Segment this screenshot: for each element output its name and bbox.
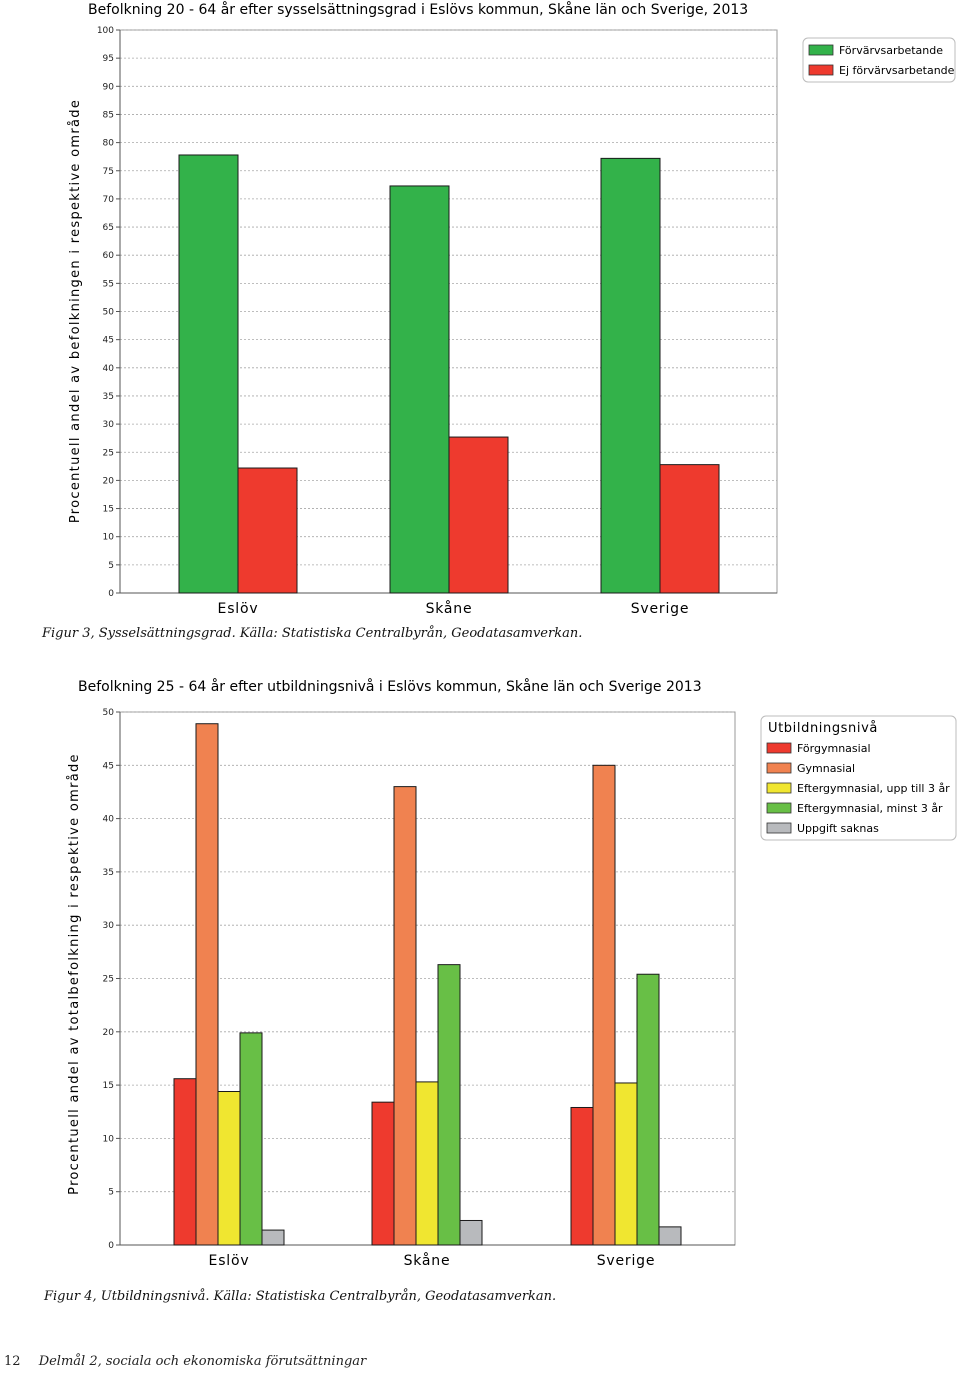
chart2-bar-skane-forgymnasial bbox=[371, 1101, 395, 1246]
chart1-y-axis-label: Procentuell andel av befolkningen i resp… bbox=[68, 99, 83, 523]
chart1-y-tick-label: 40 bbox=[103, 364, 115, 374]
chart2-legend-label-uppgift-saknas: Uppgift saknas bbox=[797, 822, 879, 835]
chart2-bar-sverige-forgymnasial bbox=[570, 1106, 594, 1246]
page-footer: 12 Delmål 2, sociala och ekonomiska föru… bbox=[4, 1354, 366, 1369]
chart1-y-tick-label: 95 bbox=[103, 54, 114, 64]
chart1-x-tick-label-eslov: Eslöv bbox=[218, 601, 259, 617]
chart1-y-tick-label: 80 bbox=[103, 139, 115, 149]
chart2-bar-skane-eftergymnasial-minst-3-ar bbox=[437, 964, 461, 1246]
chart1-y-tick-label: 45 bbox=[103, 336, 114, 346]
chart2-legend-box bbox=[760, 715, 957, 841]
chart2-y-axis-label: Procentuell andel av totalbefolkning i r… bbox=[67, 753, 82, 1195]
chart1-y-tick-label: 100 bbox=[97, 26, 114, 36]
chart2-y-tick-label: 10 bbox=[103, 1134, 115, 1144]
chart1-legend-swatch-ej-forvarvsarbetande bbox=[808, 64, 834, 76]
chart2-bar-skane-eftergymnasial-upp-till-3-ar bbox=[415, 1081, 439, 1246]
chart2-bar-eslov-forgymnasial bbox=[173, 1078, 197, 1246]
chart2-legend-swatch-eftergymnasial-minst-3-ar bbox=[766, 802, 792, 814]
chart1-bar-eslov-ej-forvarvsarbetande bbox=[237, 467, 298, 594]
chart2-y-tick-label: 25 bbox=[103, 975, 114, 985]
chart2-bar-sverige-eftergymnasial-minst-3-ar bbox=[636, 973, 660, 1246]
chart2-y-tick-label: 50 bbox=[103, 708, 115, 718]
chart1-x-tick-label-sverige: Sverige bbox=[631, 601, 690, 617]
chart2-x-tick-label-sverige: Sverige bbox=[597, 1253, 656, 1269]
chart2-bar-eslov-uppgift-saknas bbox=[261, 1229, 285, 1246]
chart1-y-tick-label: 50 bbox=[103, 308, 115, 318]
chart1-y-tick-label: 75 bbox=[103, 167, 114, 177]
chart2-y-tick-label: 15 bbox=[103, 1081, 114, 1091]
chart2-y-tick-label: 35 bbox=[103, 868, 114, 878]
chart2-bar-sverige-eftergymnasial-upp-till-3-ar bbox=[614, 1082, 638, 1246]
chart2-legend-swatch-eftergymnasial-upp-till-3-ar bbox=[766, 782, 792, 794]
chart2-y-tick-label: 40 bbox=[103, 815, 115, 825]
chart1-y-tick-label: 15 bbox=[103, 505, 114, 515]
page-number: 12 bbox=[4, 1354, 21, 1369]
chart1-y-tick-label: 0 bbox=[108, 589, 114, 599]
chart2-legend-swatch-forgymnasial bbox=[766, 742, 792, 754]
chart2-legend-label-eftergymnasial-minst-3-ar: Eftergymnasial, minst 3 år bbox=[797, 802, 943, 815]
chart2-bar-eslov-eftergymnasial-upp-till-3-ar bbox=[217, 1090, 241, 1246]
chart1-legend-swatch-forvarvsarbetande bbox=[808, 44, 834, 56]
chart2-y-tick-label: 45 bbox=[103, 761, 114, 771]
figure-3-caption: Figur 3, Sysselsättningsgrad. Källa: Sta… bbox=[42, 626, 583, 641]
employment-chart: Befolkning 20 - 64 år efter sysselsättni… bbox=[68, 1, 956, 617]
chart1-y-tick-label: 65 bbox=[103, 223, 114, 233]
chart1-bar-sverige-forvarvsarbetande bbox=[600, 157, 661, 594]
chart2-x-tick-label-skane: Skåne bbox=[404, 1252, 451, 1269]
chart2-legend-swatch-uppgift-saknas bbox=[766, 822, 792, 834]
chart2-bar-sverige-gymnasial bbox=[592, 764, 616, 1246]
chart1-legend-box bbox=[802, 37, 956, 83]
chart1-y-tick-label: 5 bbox=[108, 561, 114, 571]
chart2-bar-skane-uppgift-saknas bbox=[459, 1219, 483, 1246]
chart2-legend-label-eftergymnasial-upp-till-3-ar: Eftergymnasial, upp till 3 år bbox=[797, 782, 950, 795]
chart1-bar-skane-forvarvsarbetande bbox=[389, 185, 450, 594]
chart2-bar-eslov-gymnasial bbox=[195, 723, 219, 1246]
chart1-bar-skane-ej-forvarvsarbetande bbox=[448, 436, 509, 594]
chart1-y-tick-label: 70 bbox=[103, 195, 115, 205]
chart1-y-tick-label: 25 bbox=[103, 448, 114, 458]
education-chart: Befolkning 25 - 64 år efter utbildningsn… bbox=[67, 678, 957, 1269]
chart1-y-tick-label: 85 bbox=[103, 110, 114, 120]
chart1-x-tick-label-skane: Skåne bbox=[426, 600, 473, 617]
chart1-y-tick-label: 35 bbox=[103, 392, 114, 402]
chart1-y-tick-label: 10 bbox=[103, 533, 115, 543]
chart1-legend-label-forvarvsarbetande: Förvärvsarbetande bbox=[839, 44, 943, 57]
chart1-y-tick-label: 90 bbox=[103, 82, 115, 92]
chart1-bar-sverige-ej-forvarvsarbetande bbox=[659, 464, 720, 594]
section-title: Delmål 2, sociala och ekonomiska förutsä… bbox=[38, 1354, 367, 1369]
chart2-bar-skane-gymnasial bbox=[393, 786, 417, 1246]
chart2-y-tick-label: 5 bbox=[108, 1188, 114, 1198]
chart2-legend-label-gymnasial: Gymnasial bbox=[797, 762, 855, 775]
chart1-y-tick-label: 55 bbox=[103, 279, 114, 289]
chart2-legend-title: Utbildningsnivå bbox=[768, 721, 878, 736]
chart1-y-tick-label: 20 bbox=[103, 476, 115, 486]
chart2-legend-label-forgymnasial: Förgymnasial bbox=[797, 742, 871, 755]
chart2-y-tick-label: 0 bbox=[108, 1241, 114, 1251]
chart1-bar-eslov-forvarvsarbetande bbox=[178, 154, 239, 594]
chart1-title: Befolkning 20 - 64 år efter sysselsättni… bbox=[88, 1, 748, 18]
chart1-legend-label-ej-forvarvsarbetande: Ej förvärvsarbetande bbox=[839, 64, 955, 77]
chart2-y-tick-label: 30 bbox=[103, 921, 115, 931]
chart2-bar-sverige-uppgift-saknas bbox=[658, 1226, 682, 1246]
chart2-legend-swatch-gymnasial bbox=[766, 762, 792, 774]
chart1-y-tick-label: 60 bbox=[103, 251, 115, 261]
chart2-bar-eslov-eftergymnasial-minst-3-ar bbox=[239, 1032, 263, 1246]
chart1-y-tick-label: 30 bbox=[103, 420, 115, 430]
chart2-y-tick-label: 20 bbox=[103, 1028, 115, 1038]
figure-4-caption: Figur 4, Utbildningsnivå. Källa: Statist… bbox=[44, 1289, 557, 1304]
chart2-x-tick-label-eslov: Eslöv bbox=[209, 1253, 250, 1269]
chart2-title: Befolkning 25 - 64 år efter utbildningsn… bbox=[78, 678, 702, 695]
